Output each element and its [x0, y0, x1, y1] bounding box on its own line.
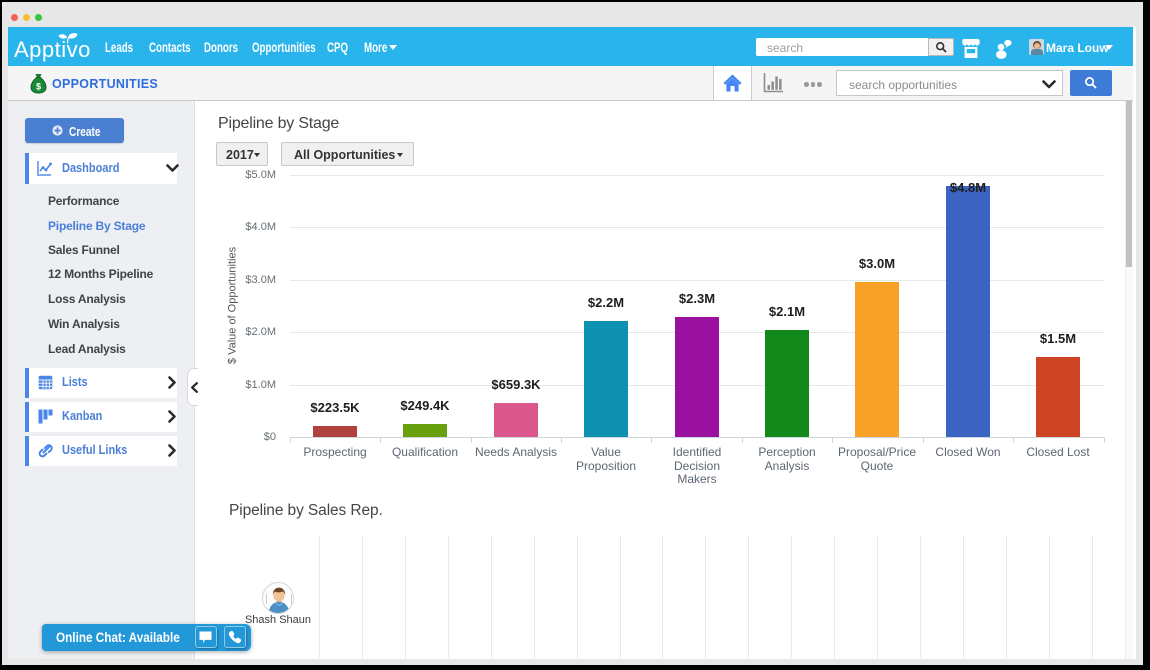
svg-text:$: $	[36, 82, 41, 92]
